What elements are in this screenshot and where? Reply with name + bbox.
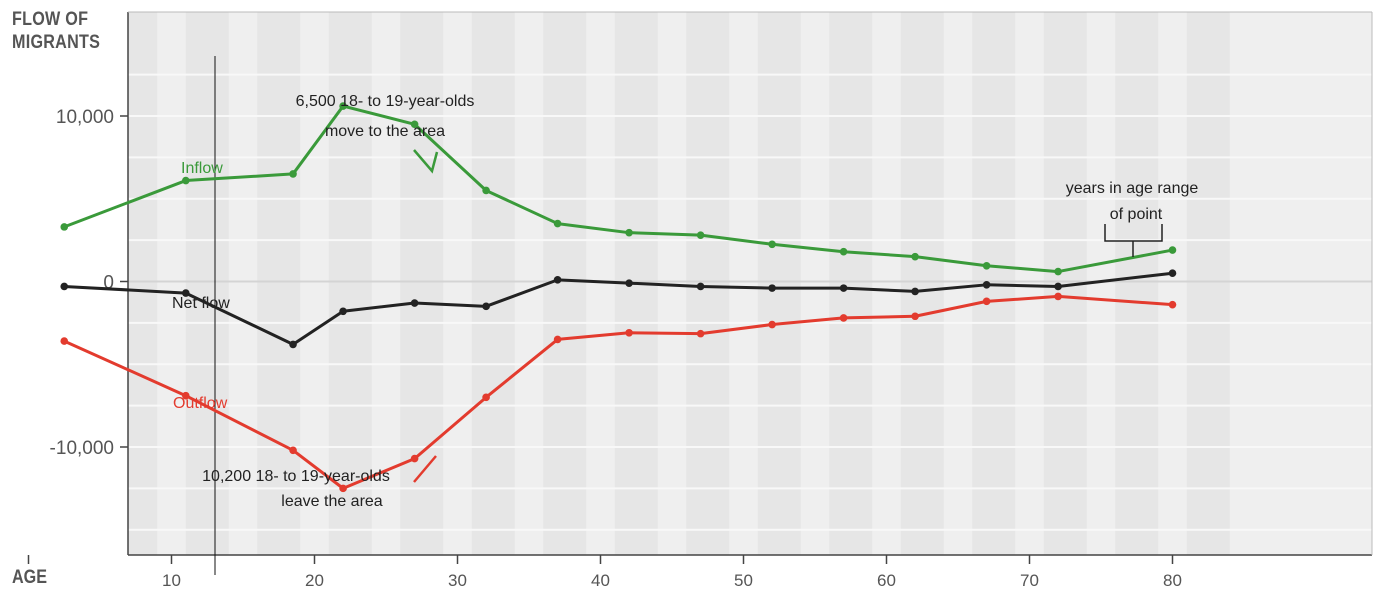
outflow-point	[289, 446, 297, 455]
net-flow-point	[60, 282, 69, 291]
x-axis-title: AGE	[12, 567, 48, 588]
outflow-annotation-pointer	[413, 455, 437, 483]
net-flow-point	[289, 340, 297, 349]
net-flow-point	[911, 287, 919, 296]
inflow-annotation-line2: move to the area	[325, 123, 445, 140]
outflow-annotation-line1: 10,200 18- to 19-year-olds	[202, 468, 390, 485]
outflow-point	[696, 329, 705, 338]
net-flow-point	[1168, 269, 1177, 278]
outflow-point	[839, 314, 848, 322]
age-band	[829, 12, 873, 555]
outflow-point	[768, 320, 776, 329]
inflow-point	[1168, 246, 1177, 254]
x-tick-label: 50	[734, 571, 753, 590]
net-flow-point	[839, 284, 848, 292]
age-range-bracket	[1104, 224, 1163, 257]
inflow-point	[696, 231, 705, 239]
outflow-point	[911, 312, 919, 321]
y-tick-label: 10,000	[56, 107, 114, 128]
x-tick-label: 70	[1020, 571, 1039, 590]
inflow-series-label: Inflow	[181, 160, 223, 177]
age-band	[1186, 12, 1230, 555]
inflow-point	[482, 186, 490, 195]
inflow-point	[289, 170, 297, 178]
y-axis-title: FLOW OF MIGRANTS	[12, 8, 100, 54]
age-band	[757, 12, 801, 555]
net-flow-point	[982, 281, 991, 289]
age-band	[185, 12, 229, 555]
outflow-annotation-line2: leave the area	[281, 493, 383, 510]
inflow-point	[911, 252, 919, 261]
inflow-point	[553, 219, 562, 228]
age-band	[1115, 12, 1159, 555]
y-axis-title-line1: FLOW OF	[12, 9, 89, 30]
inflow-point	[982, 261, 991, 270]
x-tick-label: 20	[305, 571, 324, 590]
inflow-point	[410, 120, 419, 129]
age-band	[471, 12, 515, 555]
net-flow-point	[410, 299, 419, 307]
y-axis-title-line2: MIGRANTS	[12, 32, 101, 53]
age-band	[328, 12, 372, 555]
age-band	[400, 12, 444, 555]
y-tick-label: 0	[103, 273, 114, 294]
outflow-point	[182, 391, 190, 400]
outflow-point	[410, 454, 419, 463]
age-band	[257, 12, 301, 555]
age-band	[686, 12, 730, 555]
net-flow-point	[696, 282, 705, 291]
inflow-annotation-pointer	[413, 149, 439, 174]
range-annotation-line2: of point	[1110, 206, 1163, 223]
outflow-point	[482, 393, 490, 402]
net-flow-point	[482, 302, 490, 311]
net-flow-series-label: Net flow	[172, 295, 230, 312]
x-tick-label: 10	[162, 571, 181, 590]
outflow-point	[1168, 300, 1177, 309]
inflow-point	[839, 247, 848, 256]
age-band	[900, 12, 944, 555]
x-tick-label: 40	[591, 571, 610, 590]
outflow-point	[339, 484, 347, 493]
outflow-series-label: Outflow	[173, 395, 228, 412]
inflow-point	[625, 228, 633, 237]
outflow-point	[553, 335, 562, 344]
y-tick-label: -10,000	[50, 438, 114, 459]
inflow-point	[60, 223, 69, 231]
outflow-point	[982, 297, 991, 306]
outflow-point	[625, 329, 633, 337]
net-flow-point	[182, 289, 190, 297]
inflow-point	[339, 102, 347, 110]
inflow-point	[768, 240, 776, 249]
outflow-point	[60, 337, 69, 345]
inflow-annotation-line1: 6,500 18- to 19-year-olds	[296, 93, 475, 110]
x-tick-label: 30	[448, 571, 467, 590]
range-annotation-line1: years in age range	[1066, 180, 1199, 197]
x-tick-label: 80	[1163, 571, 1182, 590]
net-flow-point	[339, 307, 347, 316]
net-flow-point	[553, 276, 562, 284]
outflow-point	[1054, 292, 1062, 301]
x-tick-label: 60	[877, 571, 896, 590]
net-flow-point	[625, 279, 633, 287]
net-flow-point	[1054, 282, 1062, 291]
inflow-point	[182, 176, 190, 185]
net-flow-point	[768, 284, 776, 292]
inflow-point	[1054, 267, 1062, 276]
age-band	[128, 12, 158, 555]
